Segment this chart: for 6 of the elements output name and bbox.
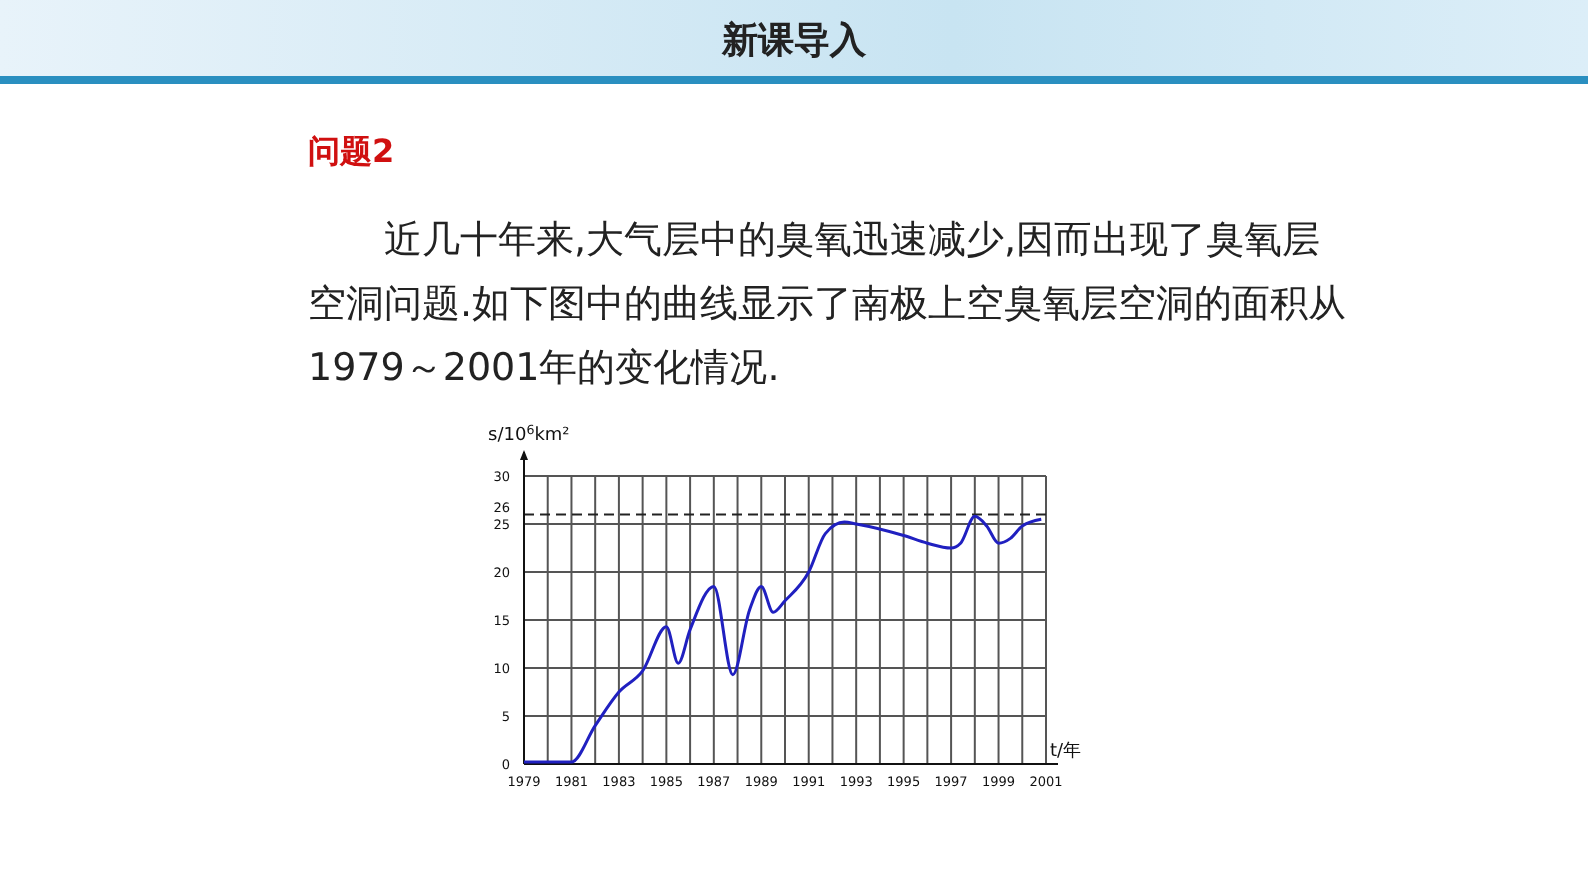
text: 近几十年来,大气层中的臭氧迅速减少,因而出现了臭氧层空洞问题.如下图中的曲线显示了南极上空臭氧层空洞的面积从1979～2001年的变化情况.: [308, 216, 1348, 394]
chart-subtitle: 问题2: [308, 132, 395, 174]
y-axis-title: s/10$^{6}$km²: [488, 423, 571, 446]
chart-title: 新课导入: [719, 18, 868, 64]
x-axis-title: t/年: [1050, 740, 1082, 762]
line-series: [522, 514, 1043, 764]
